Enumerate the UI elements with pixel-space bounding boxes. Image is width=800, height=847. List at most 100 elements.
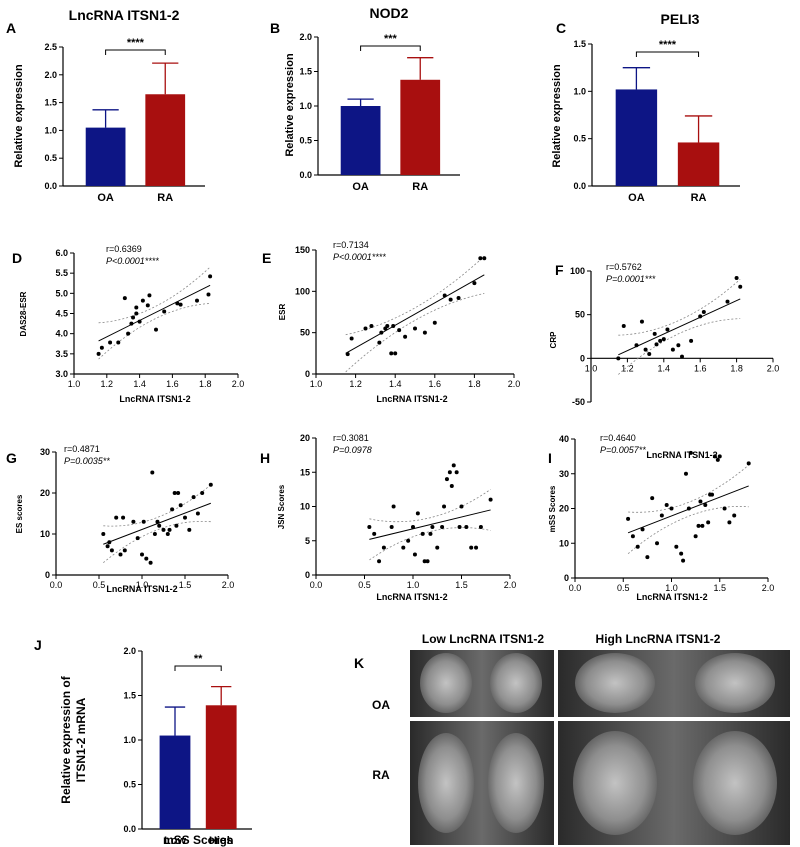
data-point xyxy=(167,527,172,532)
data-point xyxy=(135,536,140,541)
y-tick-label: 0 xyxy=(45,570,50,580)
confidence-band-upper xyxy=(98,266,211,324)
y-tick-label: 1.0 xyxy=(573,86,586,96)
data-point xyxy=(415,511,420,516)
data-point xyxy=(650,496,655,501)
data-point xyxy=(114,515,119,520)
panel-letter-c: C xyxy=(556,20,566,36)
data-point xyxy=(147,293,152,298)
y-tick-label: 0.5 xyxy=(123,780,136,790)
data-point xyxy=(696,523,701,528)
chart-title: LncRNA ITSN1-2 xyxy=(69,7,180,23)
panel-c: C 0.0 0.5 1.0 1.5 Relative expression PELI3 OA R… xyxy=(551,11,740,204)
bar-ra xyxy=(145,94,186,186)
y-tick-label: 4.0 xyxy=(55,329,68,339)
data-point xyxy=(686,506,691,511)
data-point xyxy=(129,321,134,326)
y-axis-label: Relative expression xyxy=(551,64,563,168)
data-point xyxy=(162,309,167,314)
y-tick-label: 0.0 xyxy=(44,181,57,191)
y-tick-label: 1.5 xyxy=(123,691,136,701)
panel-a: A 0.0 0.5 1.0 1.5 2.0 2.5 Relative expression Ln… xyxy=(6,7,205,204)
x-category-label: OA xyxy=(628,192,645,204)
y-tick-label: 2.0 xyxy=(123,646,136,656)
data-point xyxy=(449,483,454,488)
data-point xyxy=(428,531,433,536)
y-tick-label: 15 xyxy=(300,467,310,477)
panel-i: I 0 10 20 30 40 mSS Scores 0.0 0.5 1.0 1.5 2.0 LncRN… xyxy=(548,433,774,602)
y-axis-label: ESR xyxy=(278,304,287,321)
x-tick-label: 1.4 xyxy=(133,379,146,389)
data-point xyxy=(700,523,705,528)
x-tick-label: 1.0 xyxy=(665,583,678,593)
bar-high xyxy=(205,705,237,829)
x-tick-label: 1.8 xyxy=(199,379,212,389)
data-point xyxy=(448,297,453,302)
panel-letter-j: J xyxy=(34,637,42,653)
x-axis-label: LncRNA ITSN1-2 xyxy=(119,394,190,404)
data-point xyxy=(661,337,666,342)
data-point xyxy=(451,463,456,468)
panel-d: D 3.0 3.5 4.0 4.5 5.0 5.5 6.0 DAS28-ESR 1.0 1.2 1.4… xyxy=(12,244,244,404)
data-point xyxy=(722,506,727,511)
panel-g: G 0 10 20 30 ES scores 0.0 0.5 1.0 1.5 2.0 LncRNA I… xyxy=(6,444,234,594)
data-point xyxy=(195,298,199,303)
data-point xyxy=(208,274,213,279)
data-point xyxy=(105,544,110,549)
data-point xyxy=(621,324,626,329)
data-point xyxy=(732,513,737,518)
correlation-r: r=0.6369 xyxy=(106,244,142,254)
data-point xyxy=(703,503,708,508)
x-tick-label: 1.5 xyxy=(179,580,192,590)
x-tick-label: 0.5 xyxy=(617,583,630,593)
x-tick-label: 1.0 xyxy=(407,580,420,590)
confidence-band-lower xyxy=(345,293,485,373)
data-point xyxy=(134,311,139,316)
data-point xyxy=(195,511,200,516)
data-point xyxy=(413,326,417,331)
data-point xyxy=(454,470,459,475)
data-point xyxy=(655,541,660,546)
y-tick-label: 1.5 xyxy=(44,98,57,108)
y-tick-label: 4.5 xyxy=(55,309,68,319)
data-point xyxy=(670,347,675,352)
x-tick-label: 1.0 xyxy=(585,363,598,373)
panel-letter-d: D xyxy=(12,250,22,266)
xray-high-oa xyxy=(558,650,790,717)
y-tick-label: 3.0 xyxy=(55,369,68,379)
data-point xyxy=(425,559,430,564)
xray-low-oa xyxy=(410,650,554,717)
x-axis-label: LncRNA ITSN1-2 xyxy=(636,592,707,602)
data-point xyxy=(432,320,437,325)
data-point xyxy=(116,340,121,345)
data-point xyxy=(664,503,669,508)
x-axis-label: LncRNA ITSN1-2 xyxy=(646,450,717,460)
data-point xyxy=(474,545,479,550)
data-point xyxy=(377,559,382,564)
p-value: P=0.0001*** xyxy=(606,274,656,284)
confidence-band-upper xyxy=(618,278,741,336)
data-point xyxy=(630,534,635,539)
data-point xyxy=(693,534,698,539)
data-point xyxy=(391,504,396,509)
data-point xyxy=(122,548,127,553)
significance-bracket xyxy=(635,51,700,57)
data-point xyxy=(150,470,155,475)
regression-line xyxy=(369,509,491,540)
y-tick-label: 0 xyxy=(580,353,585,363)
data-point xyxy=(738,284,743,289)
data-point xyxy=(157,523,162,528)
data-point xyxy=(172,491,177,495)
correlation-r: r=0.4640 xyxy=(600,433,636,443)
panel-letter-b: B xyxy=(270,20,280,36)
significance-stars: ** xyxy=(194,653,203,665)
x-category-label: OA xyxy=(352,181,369,193)
y-tick-label: 0.0 xyxy=(573,181,586,191)
y-tick-label: 2.0 xyxy=(299,32,312,42)
y-tick-label: 0.0 xyxy=(299,170,312,180)
data-point xyxy=(385,324,390,329)
data-point xyxy=(626,516,631,521)
significance-bracket xyxy=(360,45,421,51)
y-axis-label: Relative expression xyxy=(284,53,296,157)
confidence-band-upper xyxy=(103,484,212,527)
